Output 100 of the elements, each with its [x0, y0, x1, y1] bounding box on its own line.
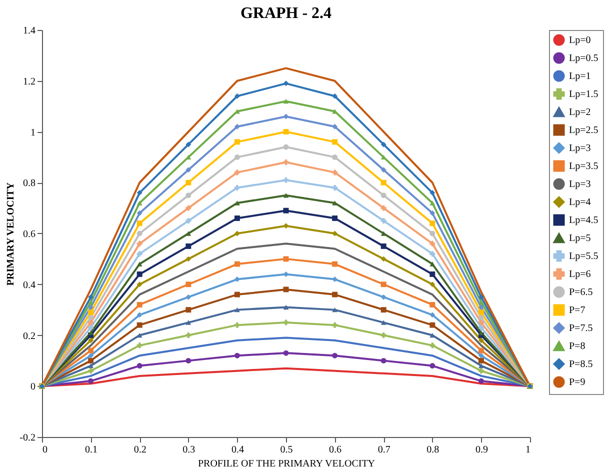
point — [88, 330, 94, 336]
point — [136, 251, 142, 257]
point — [283, 129, 289, 134]
point — [88, 314, 94, 320]
legend-label: Lp=4.5 — [569, 215, 598, 226]
legend-label: P=7.5 — [569, 323, 593, 334]
y-tick-label: -0.2 — [20, 432, 36, 444]
point — [88, 324, 94, 330]
legend-label: Lp=5 — [569, 233, 591, 244]
point — [380, 282, 386, 288]
x-tick-label: 0.1 — [85, 444, 98, 456]
point — [186, 294, 192, 300]
point — [380, 256, 386, 262]
point — [234, 184, 240, 190]
x-tick-label: 0.3 — [182, 444, 196, 456]
legend-label: Lp=4 — [569, 197, 591, 208]
point — [186, 256, 192, 262]
point — [380, 332, 386, 338]
point — [283, 80, 289, 86]
point — [430, 251, 436, 257]
legend-label: P=9 — [569, 377, 586, 388]
point — [478, 314, 484, 320]
point — [136, 302, 142, 308]
point — [88, 363, 94, 368]
legend-label: Lp=2 — [569, 107, 591, 118]
point — [283, 256, 289, 262]
point — [332, 139, 338, 145]
point — [283, 98, 289, 104]
point — [186, 205, 192, 211]
point — [380, 167, 386, 173]
point — [380, 205, 386, 211]
point — [430, 210, 436, 216]
point — [430, 230, 436, 236]
point — [478, 304, 484, 310]
point — [234, 352, 240, 358]
point — [136, 200, 142, 206]
point — [136, 240, 142, 246]
point — [136, 312, 142, 318]
point — [88, 352, 94, 358]
point — [136, 262, 142, 266]
point — [186, 218, 192, 224]
x-tick-label: 0.9 — [475, 444, 488, 456]
point — [283, 114, 289, 120]
x-tick-label: 0 — [42, 444, 48, 456]
legend-label: P=8 — [569, 341, 586, 352]
point — [283, 160, 289, 166]
point — [234, 139, 240, 145]
point — [234, 307, 240, 312]
point — [430, 220, 436, 226]
point — [136, 332, 142, 338]
y-tick-label: 1.4 — [23, 26, 36, 36]
point — [234, 93, 240, 99]
x-tick-label: 0.7 — [378, 444, 390, 456]
point — [430, 312, 436, 318]
point — [478, 338, 484, 344]
y-tick-label: 0.8 — [23, 178, 36, 190]
point — [430, 302, 436, 308]
point — [186, 358, 192, 364]
x-tick-label: 0.2 — [134, 444, 146, 456]
point — [332, 322, 338, 328]
point — [136, 271, 142, 277]
point — [88, 348, 94, 354]
y-tick-label: 0.6 — [23, 229, 36, 240]
legend-label: Lp=5.5 — [569, 251, 598, 262]
legend-label: P=7 — [569, 305, 586, 316]
x-tick-label: 0.5 — [280, 444, 293, 456]
point — [186, 231, 192, 236]
y-tick-label: 0.4 — [23, 280, 36, 291]
point — [430, 282, 436, 288]
point — [478, 320, 484, 326]
point — [186, 282, 192, 288]
point — [380, 218, 386, 224]
point — [332, 170, 338, 176]
point — [430, 271, 436, 277]
point — [430, 262, 436, 266]
point — [234, 124, 240, 130]
point — [380, 243, 386, 249]
point — [283, 286, 289, 292]
point — [186, 142, 192, 148]
point — [430, 322, 436, 328]
point — [478, 324, 484, 330]
point — [380, 294, 386, 300]
point — [478, 330, 484, 336]
point — [234, 322, 240, 328]
x-tick-label: 0.6 — [329, 444, 342, 456]
point — [478, 378, 484, 384]
chart-title: GRAPH - 2.4 — [240, 5, 332, 22]
point — [186, 332, 192, 338]
point — [88, 310, 94, 316]
point — [380, 231, 386, 236]
point — [332, 124, 338, 130]
point — [234, 276, 240, 282]
point — [136, 230, 142, 236]
point — [234, 154, 240, 160]
point — [478, 368, 484, 374]
y-tick-label: 1.2 — [23, 76, 36, 88]
point — [186, 320, 192, 325]
legend-label: P=8.5 — [569, 359, 593, 370]
point — [88, 294, 94, 300]
point — [332, 276, 338, 282]
